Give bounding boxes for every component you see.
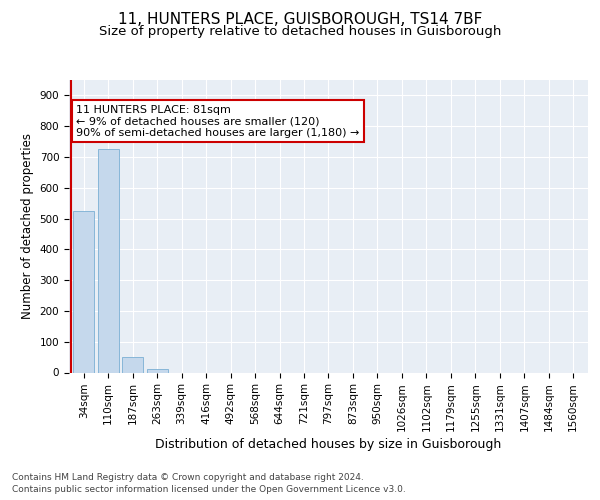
Bar — [73, 211, 94, 372]
Text: Contains public sector information licensed under the Open Government Licence v3: Contains public sector information licen… — [12, 485, 406, 494]
Bar — [122, 357, 143, 372]
Bar — [147, 370, 167, 372]
Text: 11, HUNTERS PLACE, GUISBOROUGH, TS14 7BF: 11, HUNTERS PLACE, GUISBOROUGH, TS14 7BF — [118, 12, 482, 28]
Text: Contains HM Land Registry data © Crown copyright and database right 2024.: Contains HM Land Registry data © Crown c… — [12, 472, 364, 482]
Text: 11 HUNTERS PLACE: 81sqm
← 9% of detached houses are smaller (120)
90% of semi-de: 11 HUNTERS PLACE: 81sqm ← 9% of detached… — [76, 104, 360, 138]
Bar — [98, 150, 119, 372]
Text: Size of property relative to detached houses in Guisborough: Size of property relative to detached ho… — [99, 25, 501, 38]
X-axis label: Distribution of detached houses by size in Guisborough: Distribution of detached houses by size … — [155, 438, 502, 451]
Y-axis label: Number of detached properties: Number of detached properties — [21, 133, 34, 320]
